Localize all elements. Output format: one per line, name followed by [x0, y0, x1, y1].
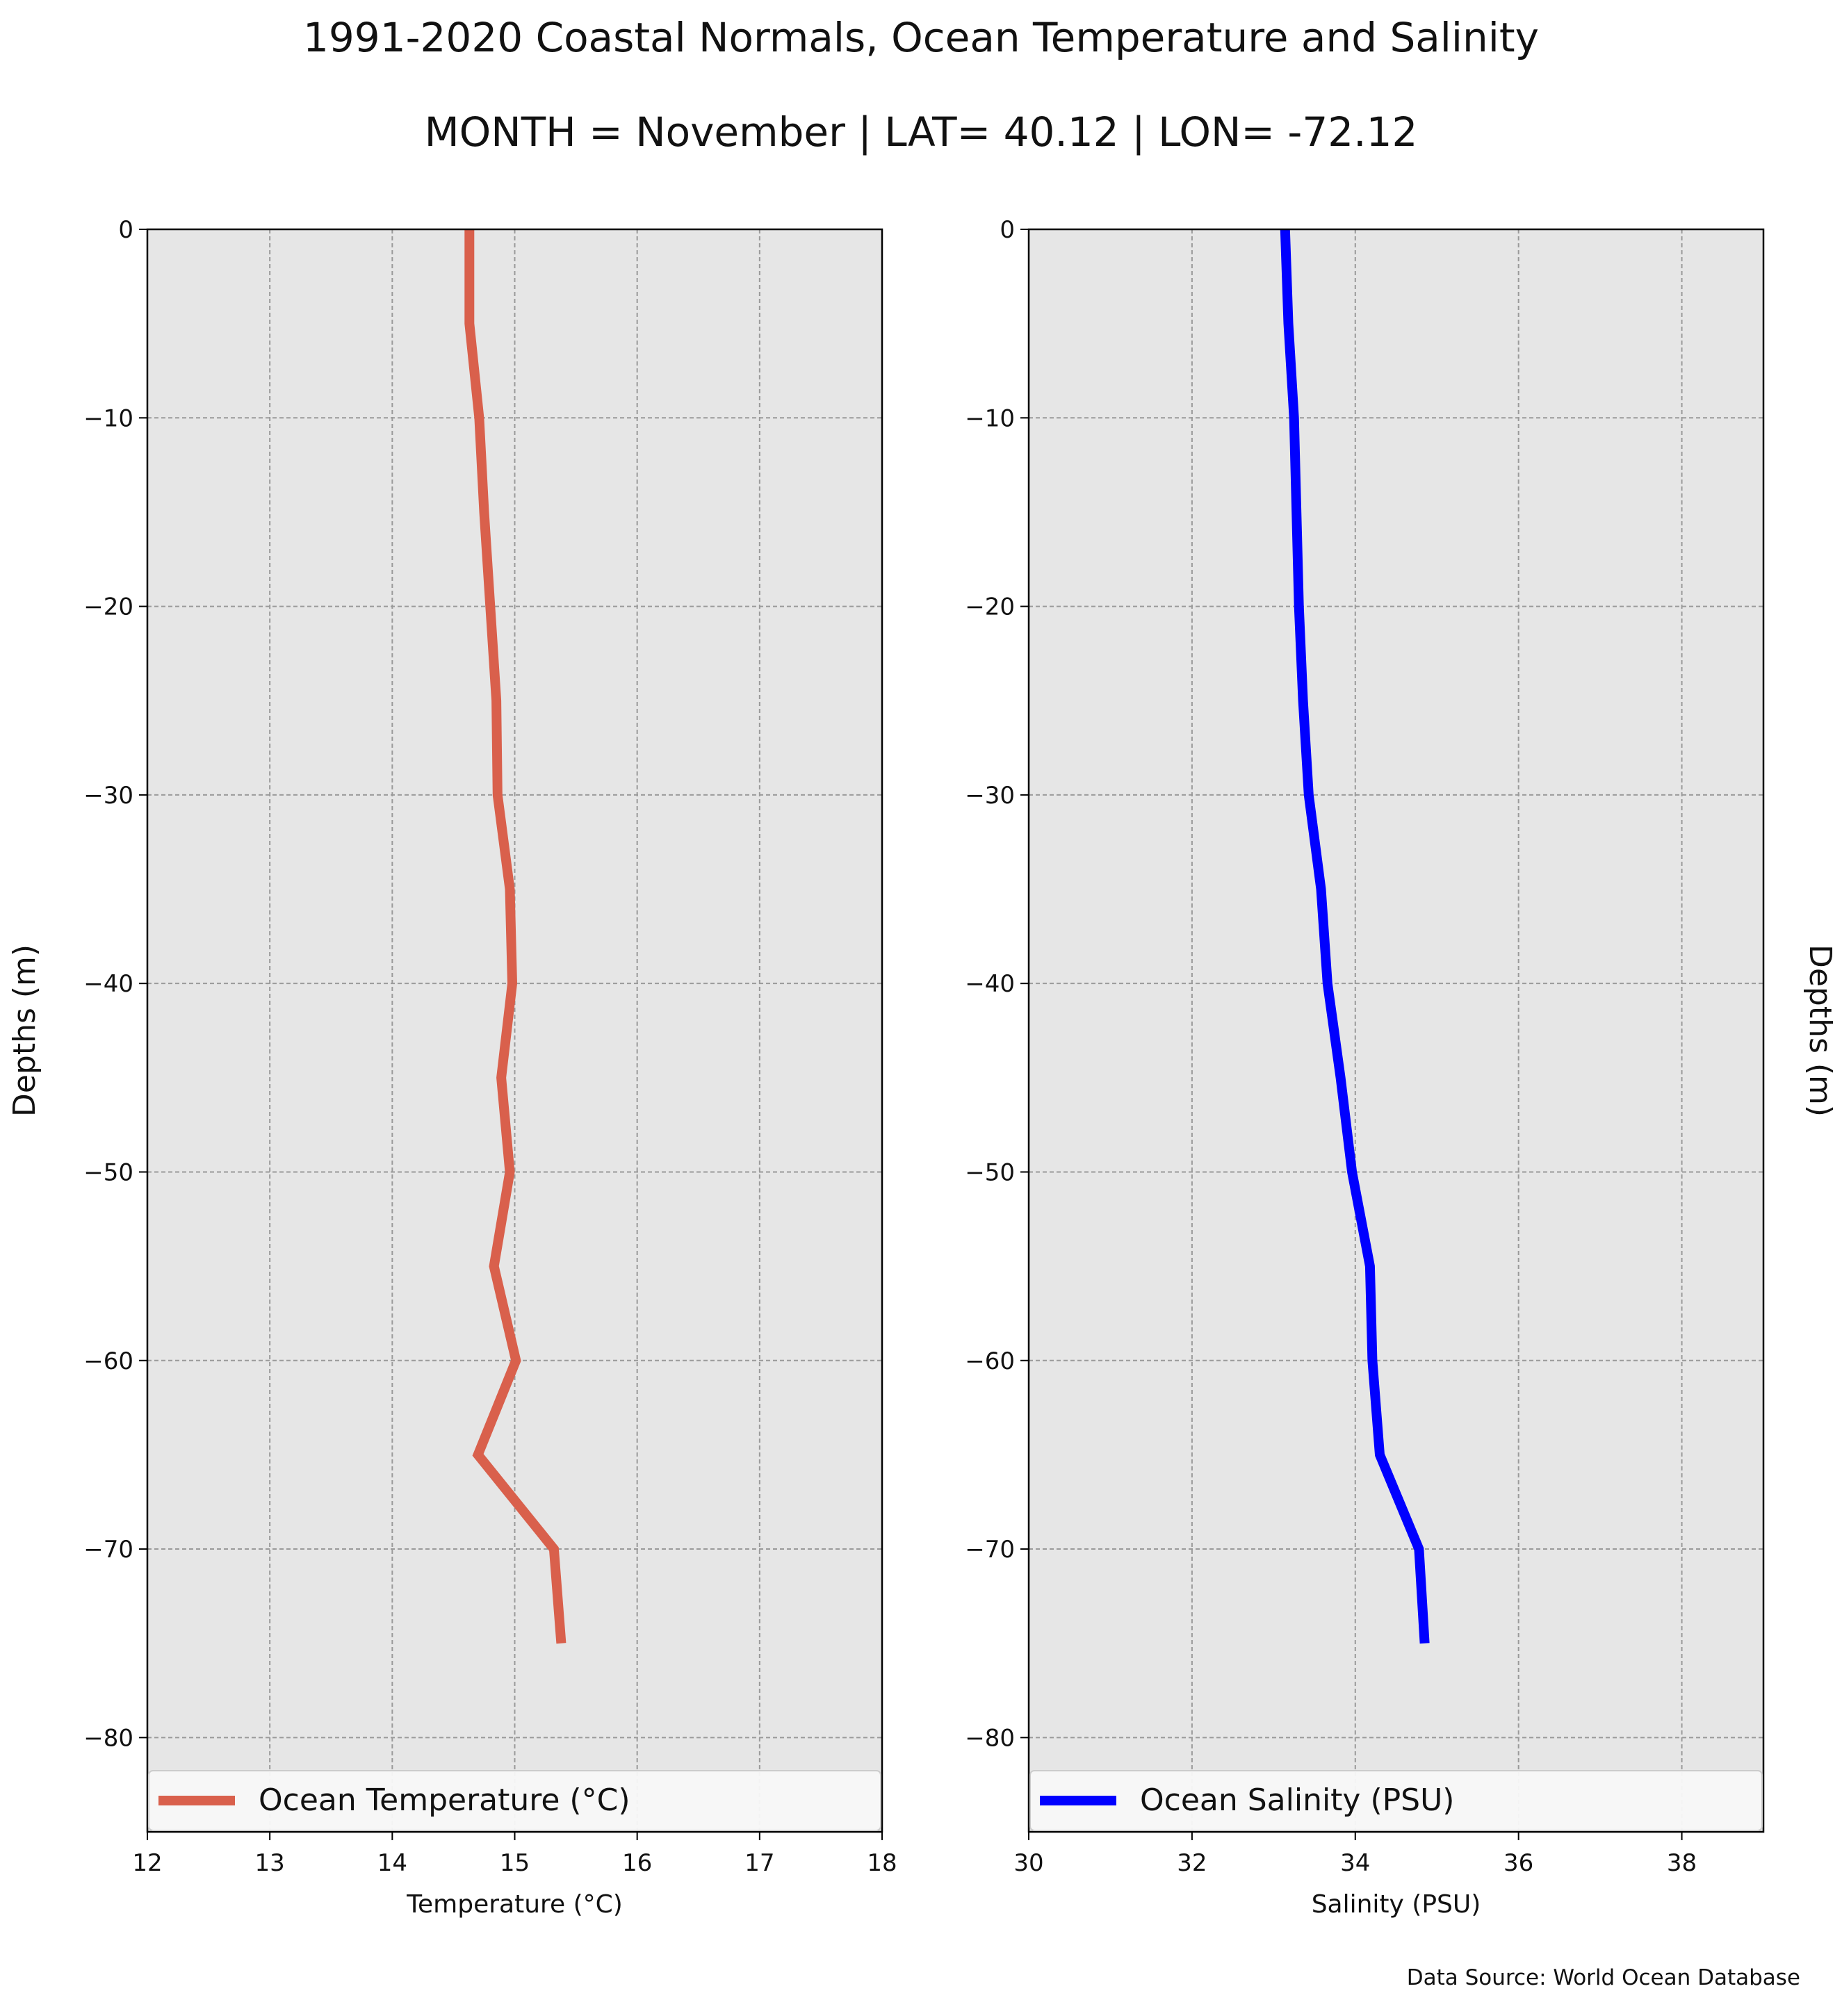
- salinity-y-tick-label: −30: [965, 782, 1015, 810]
- salinity-legend-box: [1029, 1770, 1763, 1831]
- salinity-plot-background: [1029, 229, 1763, 1832]
- temperature-x-tick-label: 15: [500, 1849, 530, 1877]
- temperature-x-tick-label: 14: [377, 1849, 407, 1877]
- temperature-y-tick-label: −50: [83, 1158, 133, 1186]
- temperature-x-tick-label: 17: [744, 1849, 774, 1877]
- salinity-legend: Ocean Salinity (PSU): [1029, 1770, 1763, 1831]
- temperature-x-tick-label: 18: [867, 1849, 897, 1877]
- temperature-y-tick-label: 0: [118, 216, 133, 244]
- salinity-axes-frame: [1027, 228, 1765, 1833]
- salinity-y-tick-label: −70: [965, 1536, 1015, 1564]
- temperature-y-tick-label: −70: [83, 1536, 133, 1564]
- temperature-y-tick-label: −80: [83, 1724, 133, 1752]
- temperature-y-tick-label: −60: [83, 1347, 133, 1375]
- temperature-y-axis-label: Depths (m): [7, 944, 42, 1117]
- salinity-y-tick-label: 0: [1000, 216, 1015, 244]
- temperature-legend-label: Ocean Temperature (°C): [259, 1783, 630, 1818]
- salinity-y-tick-label: −20: [965, 593, 1015, 621]
- temperature-y-tick-label: −10: [83, 404, 133, 432]
- salinity-series-line: [1280, 229, 1430, 1644]
- salinity-y-tick-label: −10: [965, 404, 1015, 432]
- figure-title: 1991-2020 Coastal Normals, Ocean Tempera…: [303, 14, 1539, 61]
- salinity-y-tick-label: −80: [965, 1724, 1015, 1752]
- temperature-panel: 12 13 14 15 16 17 18 0 −10 −20 −30 −40 −50 −60 −70 −80 O…: [7, 216, 897, 1919]
- salinity-x-tick-label: 30: [1013, 1849, 1043, 1877]
- salinity-x-tick-label: 32: [1177, 1849, 1207, 1877]
- temperature-y-tick-label: −40: [83, 970, 133, 998]
- temperature-x-tick-label: 16: [622, 1849, 652, 1877]
- salinity-x-tick-label: 36: [1503, 1849, 1533, 1877]
- salinity-y-tick-label: −40: [965, 970, 1015, 998]
- temperature-y-tick-label: −30: [83, 782, 133, 810]
- figure-subtitle: MONTH = November | LAT= 40.12 | LON= -72…: [424, 108, 1418, 156]
- salinity-y-tick-label: −60: [965, 1347, 1015, 1375]
- salinity-y-tick-label: −50: [965, 1158, 1015, 1186]
- salinity-legend-label: Ocean Salinity (PSU): [1140, 1783, 1454, 1818]
- salinity-x-tick-label: 38: [1667, 1849, 1697, 1877]
- data-source-note: Data Source: World Ocean Database: [1406, 1965, 1800, 1990]
- temperature-legend: Ocean Temperature (°C): [148, 1770, 881, 1831]
- temperature-x-tick-label: 13: [255, 1849, 285, 1877]
- temperature-x-tick-label: 12: [132, 1849, 162, 1877]
- temperature-series-line: [464, 229, 567, 1644]
- salinity-x-axis-label: Salinity (PSU): [1312, 1890, 1481, 1919]
- salinity-panel: 30 32 34 36 38 0 −10 −20 −30 −40 −50 −60 −70 −80 Ocean…: [965, 216, 1838, 1919]
- salinity-x-tick-label: 34: [1340, 1849, 1370, 1877]
- salinity-y-axis-label: Depths (m): [1802, 944, 1838, 1117]
- temperature-x-axis-label: Temperature (°C): [406, 1890, 623, 1919]
- temperature-axes-frame: [146, 228, 883, 1833]
- temperature-y-tick-label: −20: [83, 593, 133, 621]
- temperature-legend-box: [148, 1770, 881, 1831]
